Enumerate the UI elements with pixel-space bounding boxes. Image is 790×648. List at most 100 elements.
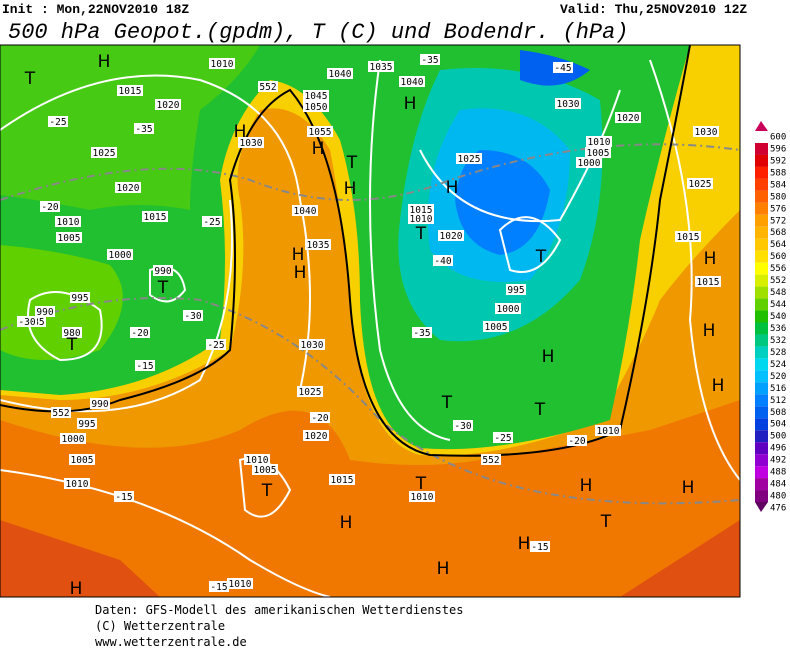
footer: Daten: GFS-Modell des amerikanischen Wet…	[95, 603, 463, 648]
colorbar-label: 588	[770, 168, 786, 178]
colorbar-label: 484	[770, 480, 786, 490]
label-box	[60, 433, 86, 444]
label-box	[142, 211, 168, 222]
label-box	[687, 178, 713, 189]
contour-label: -20	[41, 202, 58, 213]
colorbar-label: 500	[770, 432, 786, 442]
colorbar-swatch	[755, 226, 768, 239]
label-box	[35, 306, 55, 317]
colorbar-swatch	[755, 262, 768, 275]
contour-label: -35	[413, 328, 430, 339]
colorbar-label: 596	[770, 144, 786, 154]
colorbar-swatch	[755, 238, 768, 251]
high-marker: H	[344, 179, 357, 199]
colorbar-arrow	[755, 502, 768, 513]
contour-label: -20	[311, 413, 328, 424]
label-box	[55, 216, 81, 227]
colorbar-swatch	[755, 286, 768, 299]
high-marker: H	[98, 52, 111, 72]
contour-label: -15	[531, 542, 548, 553]
colorbar-label: 568	[770, 228, 786, 238]
contour-label: 1010	[588, 137, 611, 148]
label-box	[297, 386, 323, 397]
contour-label: 1005	[587, 148, 610, 159]
label-box	[695, 276, 721, 287]
label-box	[183, 310, 203, 321]
contour-label: -15	[136, 361, 153, 372]
contour-label: 1005	[71, 455, 94, 466]
high-marker: H	[703, 321, 716, 341]
contour-label: -15	[115, 492, 132, 503]
colorbar-swatch	[755, 382, 768, 395]
label-box	[453, 420, 473, 431]
label-box	[227, 578, 253, 589]
colorbar-swatch	[755, 430, 768, 443]
low-marker: T	[66, 335, 78, 355]
colorbar-label: 532	[770, 336, 786, 346]
contour-label: 1025	[458, 154, 481, 165]
footer-line: www.wetterzentrale.de	[95, 635, 247, 648]
contour-label: 1010	[246, 455, 269, 466]
contour-label: 1020	[157, 100, 180, 111]
label-box	[329, 474, 355, 485]
map-frame	[0, 44, 741, 598]
contour-label: -25	[494, 433, 511, 444]
map-title: 500 hPa Geopot.(gpdm), T (C) und Bodendr…	[8, 20, 629, 45]
high-marker: H	[312, 139, 325, 159]
colorbar-swatch	[755, 274, 768, 287]
colorbar-swatch	[755, 346, 768, 359]
init-time: Init : Mon,22NOV2010 18Z	[2, 2, 189, 17]
map-labels: 995TH10151020102510201015101010051000990…	[17, 52, 724, 597]
colorbar-swatch	[755, 406, 768, 419]
contour-label: -25	[207, 340, 224, 351]
label-box	[62, 327, 82, 338]
label-box	[307, 126, 333, 137]
label-box	[64, 478, 90, 489]
colorbar-swatch	[755, 298, 768, 311]
high-marker: H	[340, 513, 353, 533]
colorbar-label: 552	[770, 276, 786, 286]
colorbar-swatch	[755, 142, 768, 155]
colorbar-label: 492	[770, 456, 786, 466]
colorbar-label: 508	[770, 408, 786, 418]
contour-label: 1010	[597, 426, 620, 437]
colorbar-label: 504	[770, 420, 786, 430]
low-marker: T	[441, 393, 453, 413]
contour-label: 1010	[211, 59, 234, 70]
label-box	[117, 85, 143, 96]
low-marker: T	[346, 153, 358, 173]
label-box	[530, 541, 550, 552]
contour-label: 1005	[485, 322, 508, 333]
label-box	[555, 98, 581, 109]
contour-label: 1040	[294, 206, 317, 217]
contour-label: 995	[71, 293, 88, 304]
label-box	[135, 360, 155, 371]
low-marker: T	[600, 512, 612, 532]
contour-label: 1020	[617, 113, 640, 124]
contour-label: -35	[421, 55, 438, 66]
label-box	[107, 249, 133, 260]
colorbar-label: 488	[770, 468, 786, 478]
label-box	[675, 231, 701, 242]
label-box	[506, 284, 526, 295]
colorbar-swatch	[755, 466, 768, 479]
contour-label: 990	[154, 266, 171, 277]
contour-label: 990	[36, 307, 53, 318]
contour-label: 1010	[229, 579, 252, 590]
contour-label: 1030	[557, 99, 580, 110]
label-box	[130, 327, 150, 338]
label-box	[292, 205, 318, 216]
contour-label: 1030	[695, 127, 718, 138]
high-marker: H	[704, 249, 717, 269]
low-marker: T	[415, 474, 427, 494]
label-box	[77, 418, 97, 429]
label-box	[91, 147, 117, 158]
contour-label: 995	[78, 419, 95, 430]
label-box	[327, 68, 353, 79]
label-box	[305, 239, 331, 250]
colorbar-label: 512	[770, 396, 786, 406]
colorbar-swatch	[755, 202, 768, 215]
contour-label: 1035	[370, 62, 393, 73]
label-box	[258, 81, 278, 92]
